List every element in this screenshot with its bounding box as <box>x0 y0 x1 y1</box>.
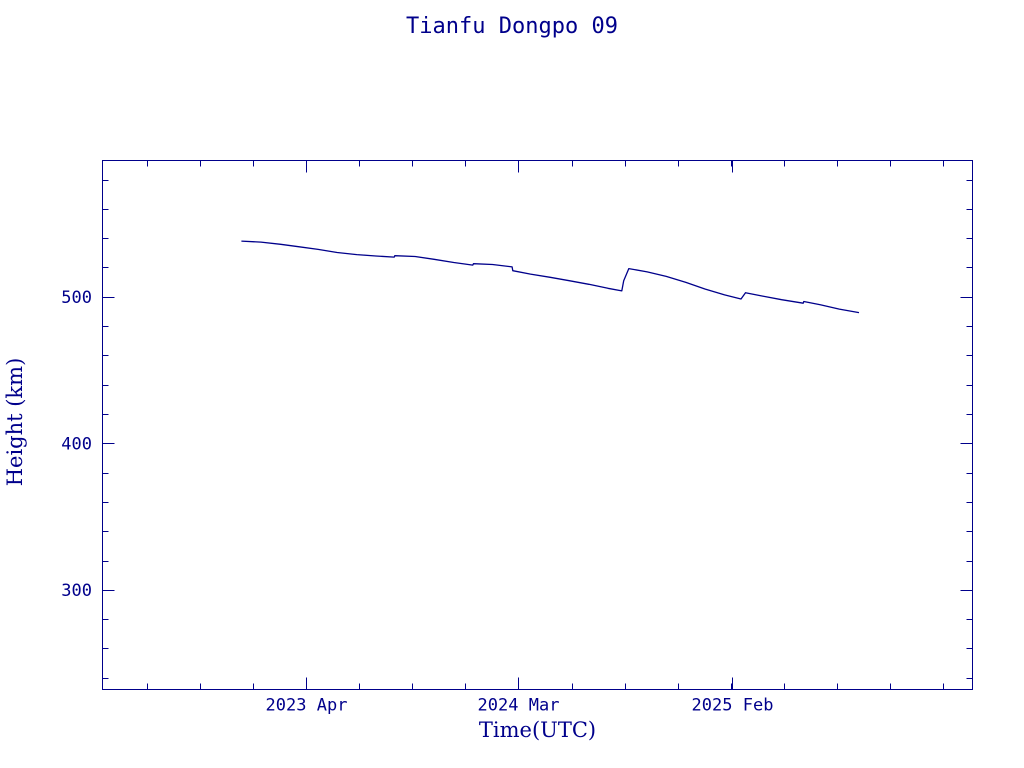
x-axis-label: Time(UTC) <box>478 718 597 742</box>
x-tick-labels: 2023 Apr 2024 Mar 2025 Feb <box>266 696 774 716</box>
y-tick-labels: 300 400 500 <box>61 288 92 601</box>
x-tick-label: 2025 Feb <box>692 696 774 716</box>
y-tick-label: 500 <box>61 288 92 308</box>
plot-frame <box>102 160 973 690</box>
y-tick-label: 400 <box>61 434 92 454</box>
x-tick-label: 2023 Apr <box>266 696 348 716</box>
y-axis-label: Height (km) <box>3 357 27 487</box>
chart-title: Tianfu Dongpo 09 <box>406 14 618 39</box>
y-tick-label: 300 <box>61 581 92 601</box>
series-layer <box>241 240 860 314</box>
height-series-line <box>241 240 860 314</box>
axis-ticks <box>102 160 973 690</box>
x-tick-label: 2024 Mar <box>478 696 560 716</box>
